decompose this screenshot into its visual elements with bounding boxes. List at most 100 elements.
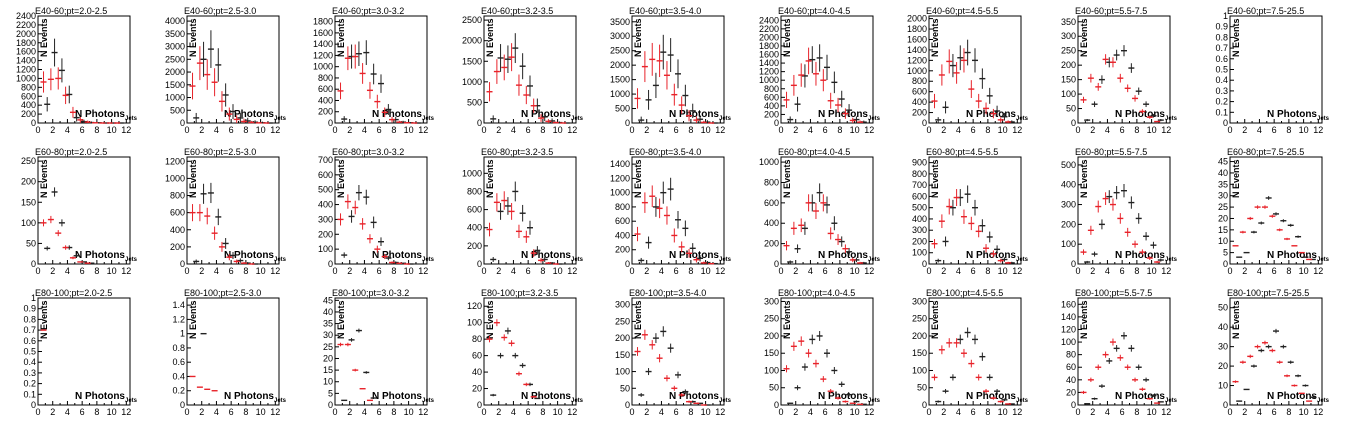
x-tick-label: 8 — [688, 266, 693, 276]
y-tick-label: 100 — [1061, 89, 1076, 99]
y-tick-label: 40 — [1218, 168, 1228, 178]
x-tick-label: 10 — [850, 407, 860, 417]
plot-frame — [334, 156, 428, 265]
x-axis-label-sub: Jets — [719, 398, 732, 404]
y-tick-label: 2500 — [462, 15, 482, 25]
y-tick-label: 100 — [1061, 337, 1076, 347]
x-axis-label-sub: Jets — [125, 116, 138, 122]
x-axis-label-sub: Jets — [1165, 257, 1178, 263]
y-tick-label: 140 — [1061, 312, 1076, 322]
panel-title: E40-60;pt=5.5-7.5 — [1075, 6, 1147, 16]
plot-frame — [37, 15, 131, 124]
y-tick-label: 0 — [180, 400, 185, 410]
x-tick-label: 4 — [808, 266, 813, 276]
panel-title: E80-100;pt=3.5-4.0 — [629, 288, 706, 298]
y-tick-label: 200 — [764, 239, 779, 249]
y-tick-label: 0 — [328, 118, 333, 128]
y-tick-label: 0.4 — [23, 357, 36, 367]
x-tick-label: 12 — [1313, 125, 1323, 135]
panel-title: E40-60;pt=4.5-5.5 — [926, 6, 998, 16]
y-axis-label: N Events — [1231, 300, 1241, 339]
x-tick-label: 0 — [1075, 407, 1080, 417]
x-tick-label: 10 — [1299, 266, 1309, 276]
x-axis-label-main: N Photons — [1115, 250, 1165, 261]
x-tick-label: 6 — [1272, 125, 1277, 135]
x-axis-label-main: N Photons — [966, 250, 1016, 261]
plot-frame — [1229, 156, 1323, 265]
y-tick-label: 1800 — [16, 38, 36, 48]
y-tick-label: 100 — [912, 248, 927, 258]
x-axis-label-sub: Jets — [719, 116, 732, 122]
y-tick-label: 0.8 — [172, 343, 185, 353]
panel-title: E60-80;pt=3.0-3.2 — [332, 147, 404, 157]
y-axis-label: N Events — [336, 159, 346, 198]
x-axis-label-sub: Jets — [1317, 257, 1330, 263]
plot-frame — [631, 297, 725, 406]
x-axis-label-sub: Jets — [422, 257, 435, 263]
x-tick-label: 4 — [659, 407, 664, 417]
x-tick-label: 8 — [243, 125, 248, 135]
y-tick-label: 200 — [615, 333, 630, 343]
x-tick-label: 12 — [121, 266, 131, 276]
x-axis-label: N PhotonsJets — [966, 391, 1029, 404]
y-tick-label: 1600 — [907, 34, 927, 44]
y-tick-label: 200 — [318, 107, 333, 117]
x-tick-label: 0 — [184, 266, 189, 276]
y-tick-label: 45 — [1218, 157, 1228, 167]
x-tick-label: 4 — [362, 407, 367, 417]
x-tick-label: 4 — [214, 125, 219, 135]
x-axis-label: N PhotonsJets — [1267, 250, 1330, 263]
x-tick-label: 8 — [391, 407, 396, 417]
y-tick-label: 700 — [912, 180, 927, 190]
y-tick-label: 2000 — [907, 14, 927, 24]
y-tick-label: 200 — [764, 331, 779, 341]
x-tick-label: 2 — [793, 266, 798, 276]
x-axis-label-main: N Photons — [372, 250, 422, 261]
x-tick-label: 6 — [823, 125, 828, 135]
x-axis-label-sub: Jets — [868, 257, 881, 263]
plot-frame — [928, 297, 1022, 406]
y-tick-label: 0.7 — [23, 325, 36, 335]
x-axis-label-main: N Photons — [521, 109, 571, 120]
y-axis-label: N Events — [485, 159, 495, 198]
y-tick-label: 80 — [1066, 350, 1076, 360]
y-tick-label: 1400 — [16, 56, 36, 66]
y-tick-label: 2000 — [759, 32, 779, 42]
y-axis-label: N Events — [1079, 300, 1089, 339]
x-tick-label: 2 — [941, 266, 946, 276]
x-tick-label: 12 — [1012, 266, 1022, 276]
y-tick-label: 1600 — [16, 47, 36, 57]
y-tick-label: 1000 — [165, 93, 185, 103]
x-tick-label: 0 — [481, 125, 486, 135]
plot-frame — [780, 156, 874, 265]
x-tick-label: 12 — [715, 407, 725, 417]
plot-frame — [37, 297, 131, 406]
x-axis-label-main: N Photons — [521, 391, 571, 402]
x-tick-label: 2 — [50, 407, 55, 417]
panel-title: E40-60;pt=4.0-4.5 — [778, 6, 850, 16]
plot-frame — [483, 297, 577, 406]
y-tick-label: 150 — [615, 350, 630, 360]
y-tick-label: 500 — [912, 203, 927, 213]
plot-frame — [780, 297, 874, 406]
x-axis-label: N PhotonsJets — [75, 391, 138, 404]
y-tick-label: 400 — [1061, 180, 1076, 190]
x-tick-label: 2 — [1242, 407, 1247, 417]
y-tick-label: 500 — [467, 97, 482, 107]
x-tick-label: 2 — [347, 407, 352, 417]
x-tick-label: 2 — [496, 125, 501, 135]
panel-25: E80-100;pt=4.5-5.5 N Events N PhotonsJets 0… — [912, 288, 1029, 417]
x-tick-label: 4 — [362, 125, 367, 135]
y-tick-label: 20 — [472, 384, 482, 394]
y-tick-label: 1200 — [610, 173, 630, 183]
y-tick-label: 0.1 — [23, 389, 36, 399]
x-tick-label: 8 — [540, 407, 545, 417]
y-tick-label: 350 — [1061, 17, 1076, 27]
y-axis-label: N Events — [633, 159, 643, 198]
panel-title: E80-100;pt=3.2-3.5 — [481, 288, 558, 298]
y-tick-label: 1000 — [610, 188, 630, 198]
y-tick-label: 1 — [180, 329, 185, 339]
y-tick-label: 3000 — [165, 42, 185, 52]
